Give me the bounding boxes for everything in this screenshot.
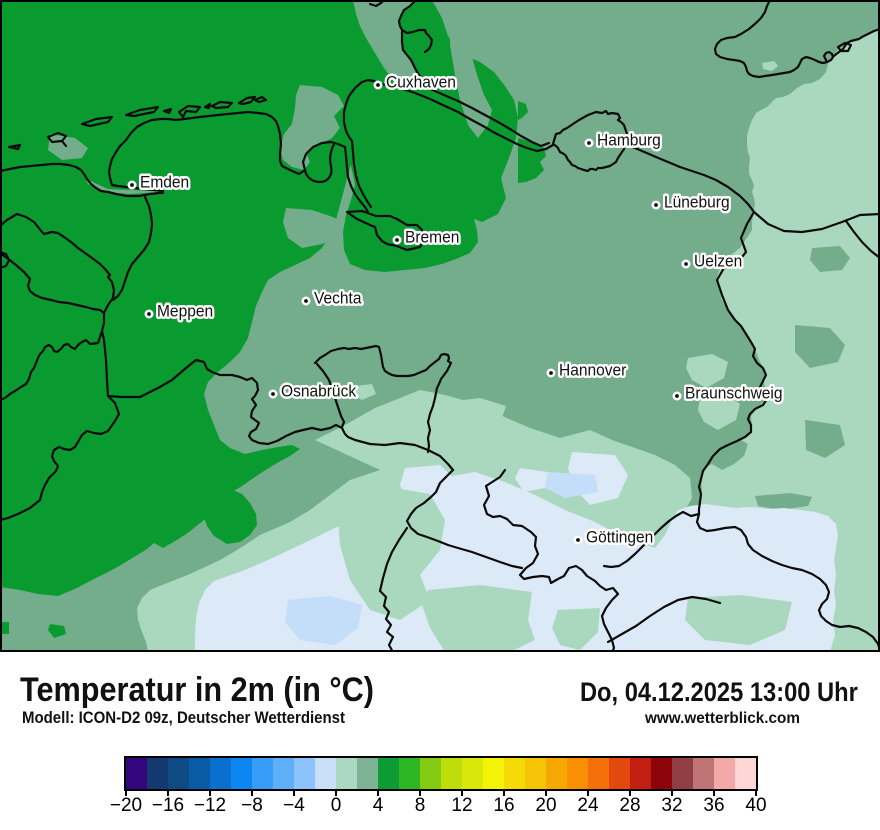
- svg-text:Braunschweig: Braunschweig: [685, 384, 783, 403]
- svg-text:Meppen: Meppen: [157, 302, 213, 321]
- svg-text:Lüneburg: Lüneburg: [664, 193, 730, 212]
- svg-text:Hannover: Hannover: [559, 361, 627, 380]
- svg-text:Uelzen: Uelzen: [694, 252, 742, 271]
- svg-text:Göttingen: Göttingen: [586, 528, 653, 547]
- svg-text:Hamburg: Hamburg: [597, 131, 661, 150]
- svg-text:Bremen: Bremen: [405, 228, 459, 247]
- svg-text:Osnabrück: Osnabrück: [281, 382, 357, 401]
- svg-text:Emden: Emden: [140, 173, 189, 192]
- svg-text:Vechta: Vechta: [314, 289, 362, 308]
- svg-text:Cuxhaven: Cuxhaven: [386, 73, 456, 92]
